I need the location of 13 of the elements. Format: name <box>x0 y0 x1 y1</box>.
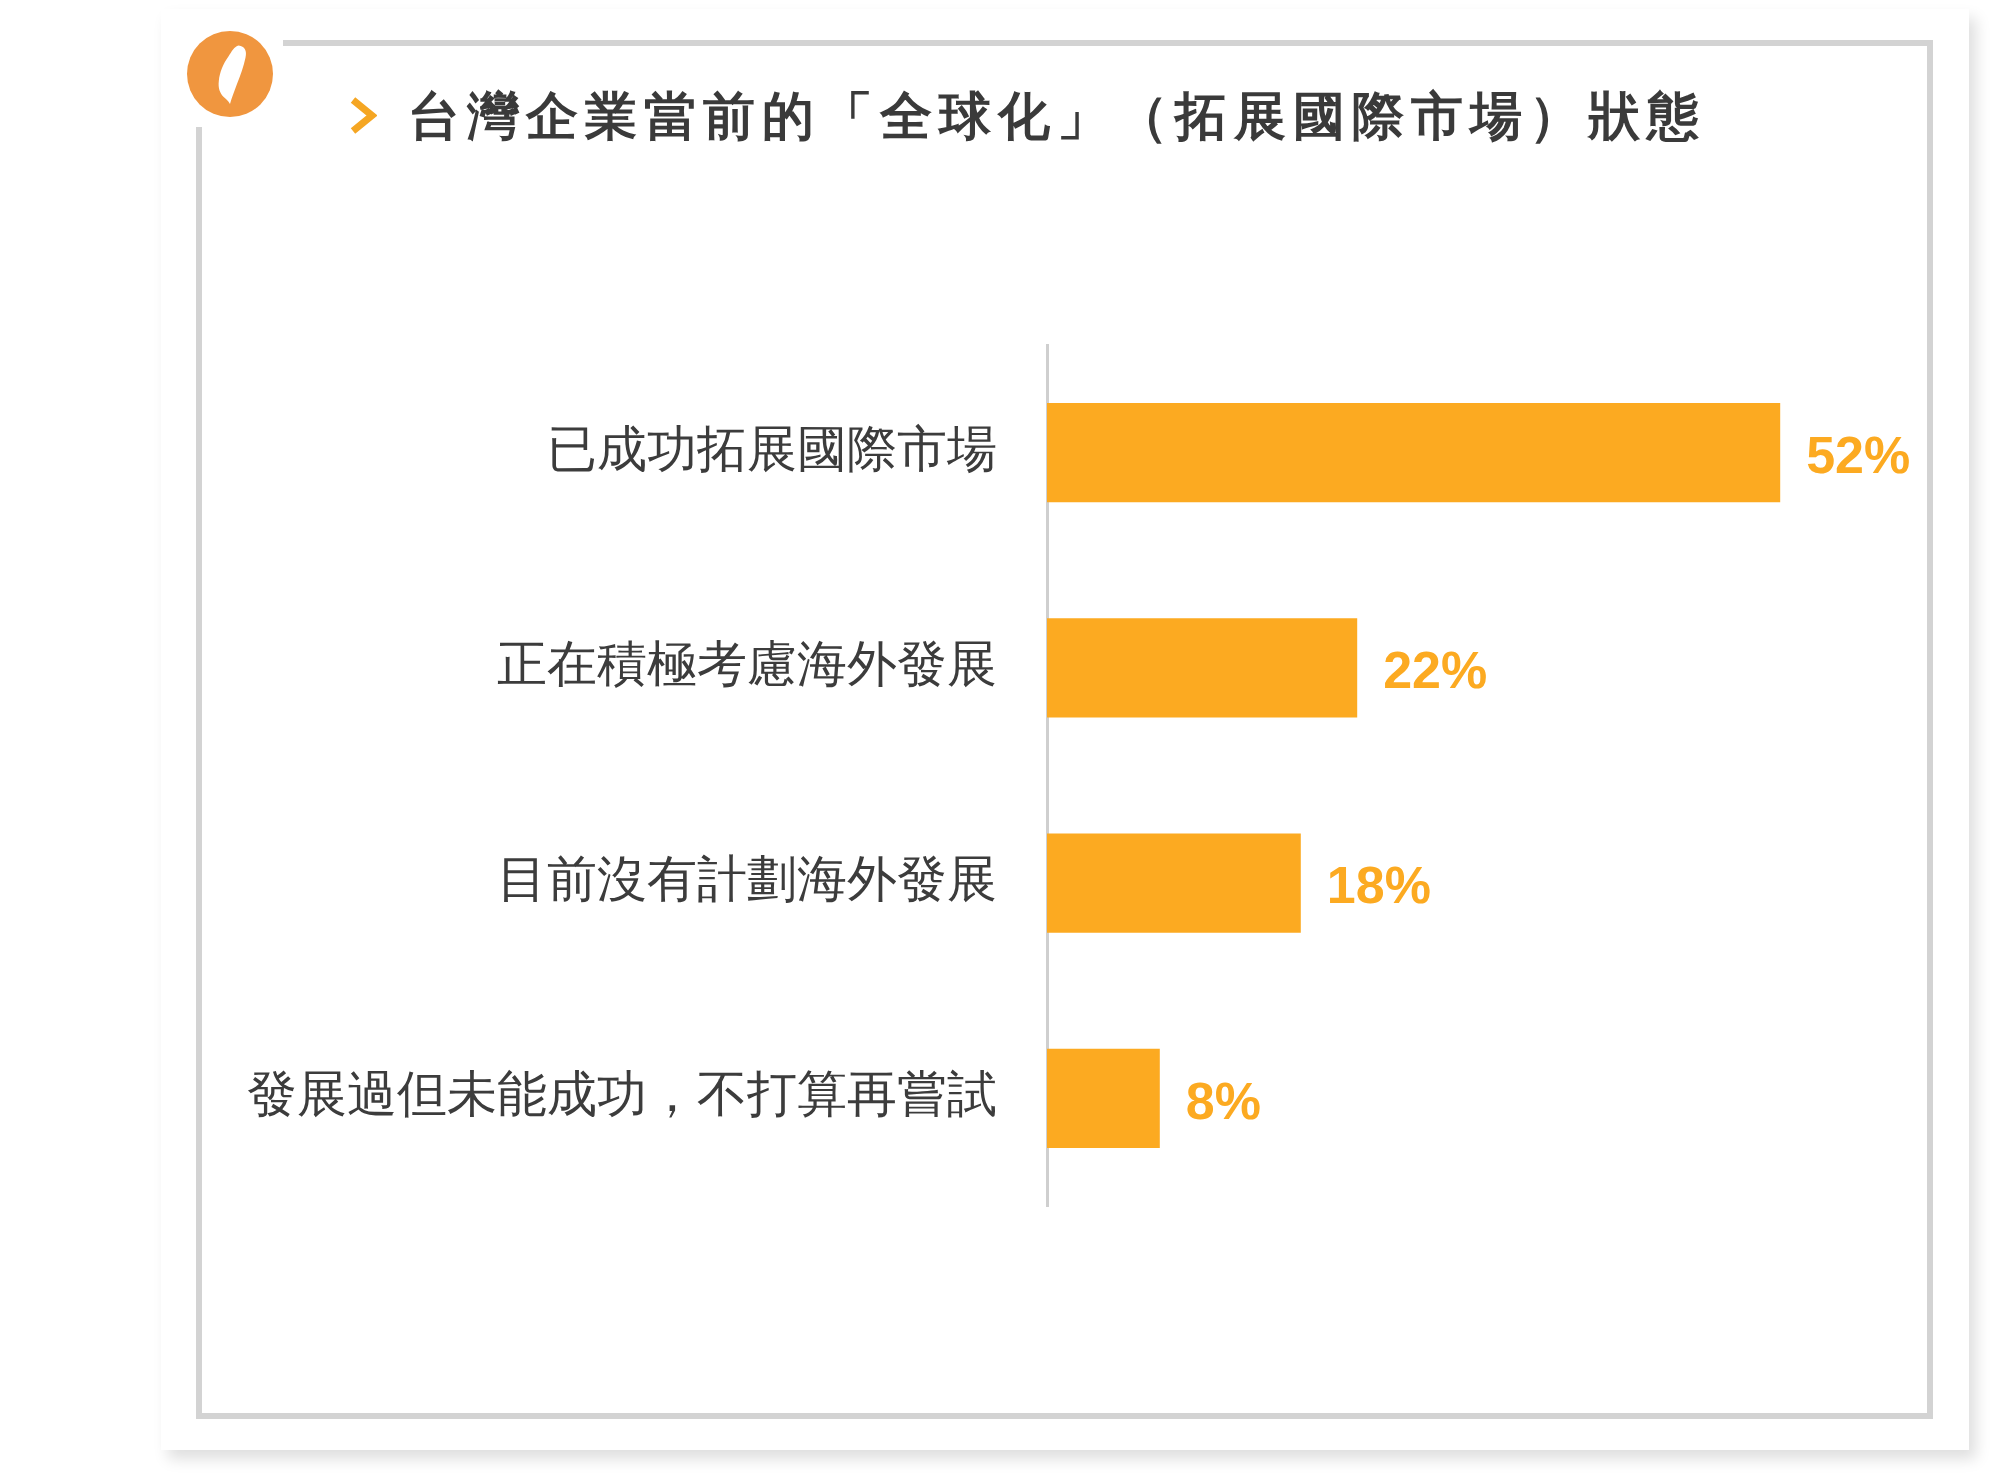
y-tick-label: 已成功拓展國際市場 <box>547 419 997 478</box>
data-label: 8% <box>1185 1071 1261 1130</box>
data-label: 18% <box>1326 856 1431 915</box>
y-tick-label: 正在積極考慮海外發展 <box>497 634 997 693</box>
bar <box>1047 403 1781 503</box>
y-tick-label: 目前沒有計劃海外發展 <box>497 850 997 909</box>
bar <box>1047 833 1301 933</box>
chart-title: 台灣企業當前的「全球化」（拓展國際市場）狀態 <box>408 85 1706 148</box>
data-label: 22% <box>1383 641 1488 700</box>
bar <box>1047 618 1358 718</box>
data-label: 52% <box>1806 425 1911 484</box>
y-tick-label: 發展過但未能成功，不打算再嘗試 <box>247 1065 997 1124</box>
bar <box>1047 1048 1160 1148</box>
